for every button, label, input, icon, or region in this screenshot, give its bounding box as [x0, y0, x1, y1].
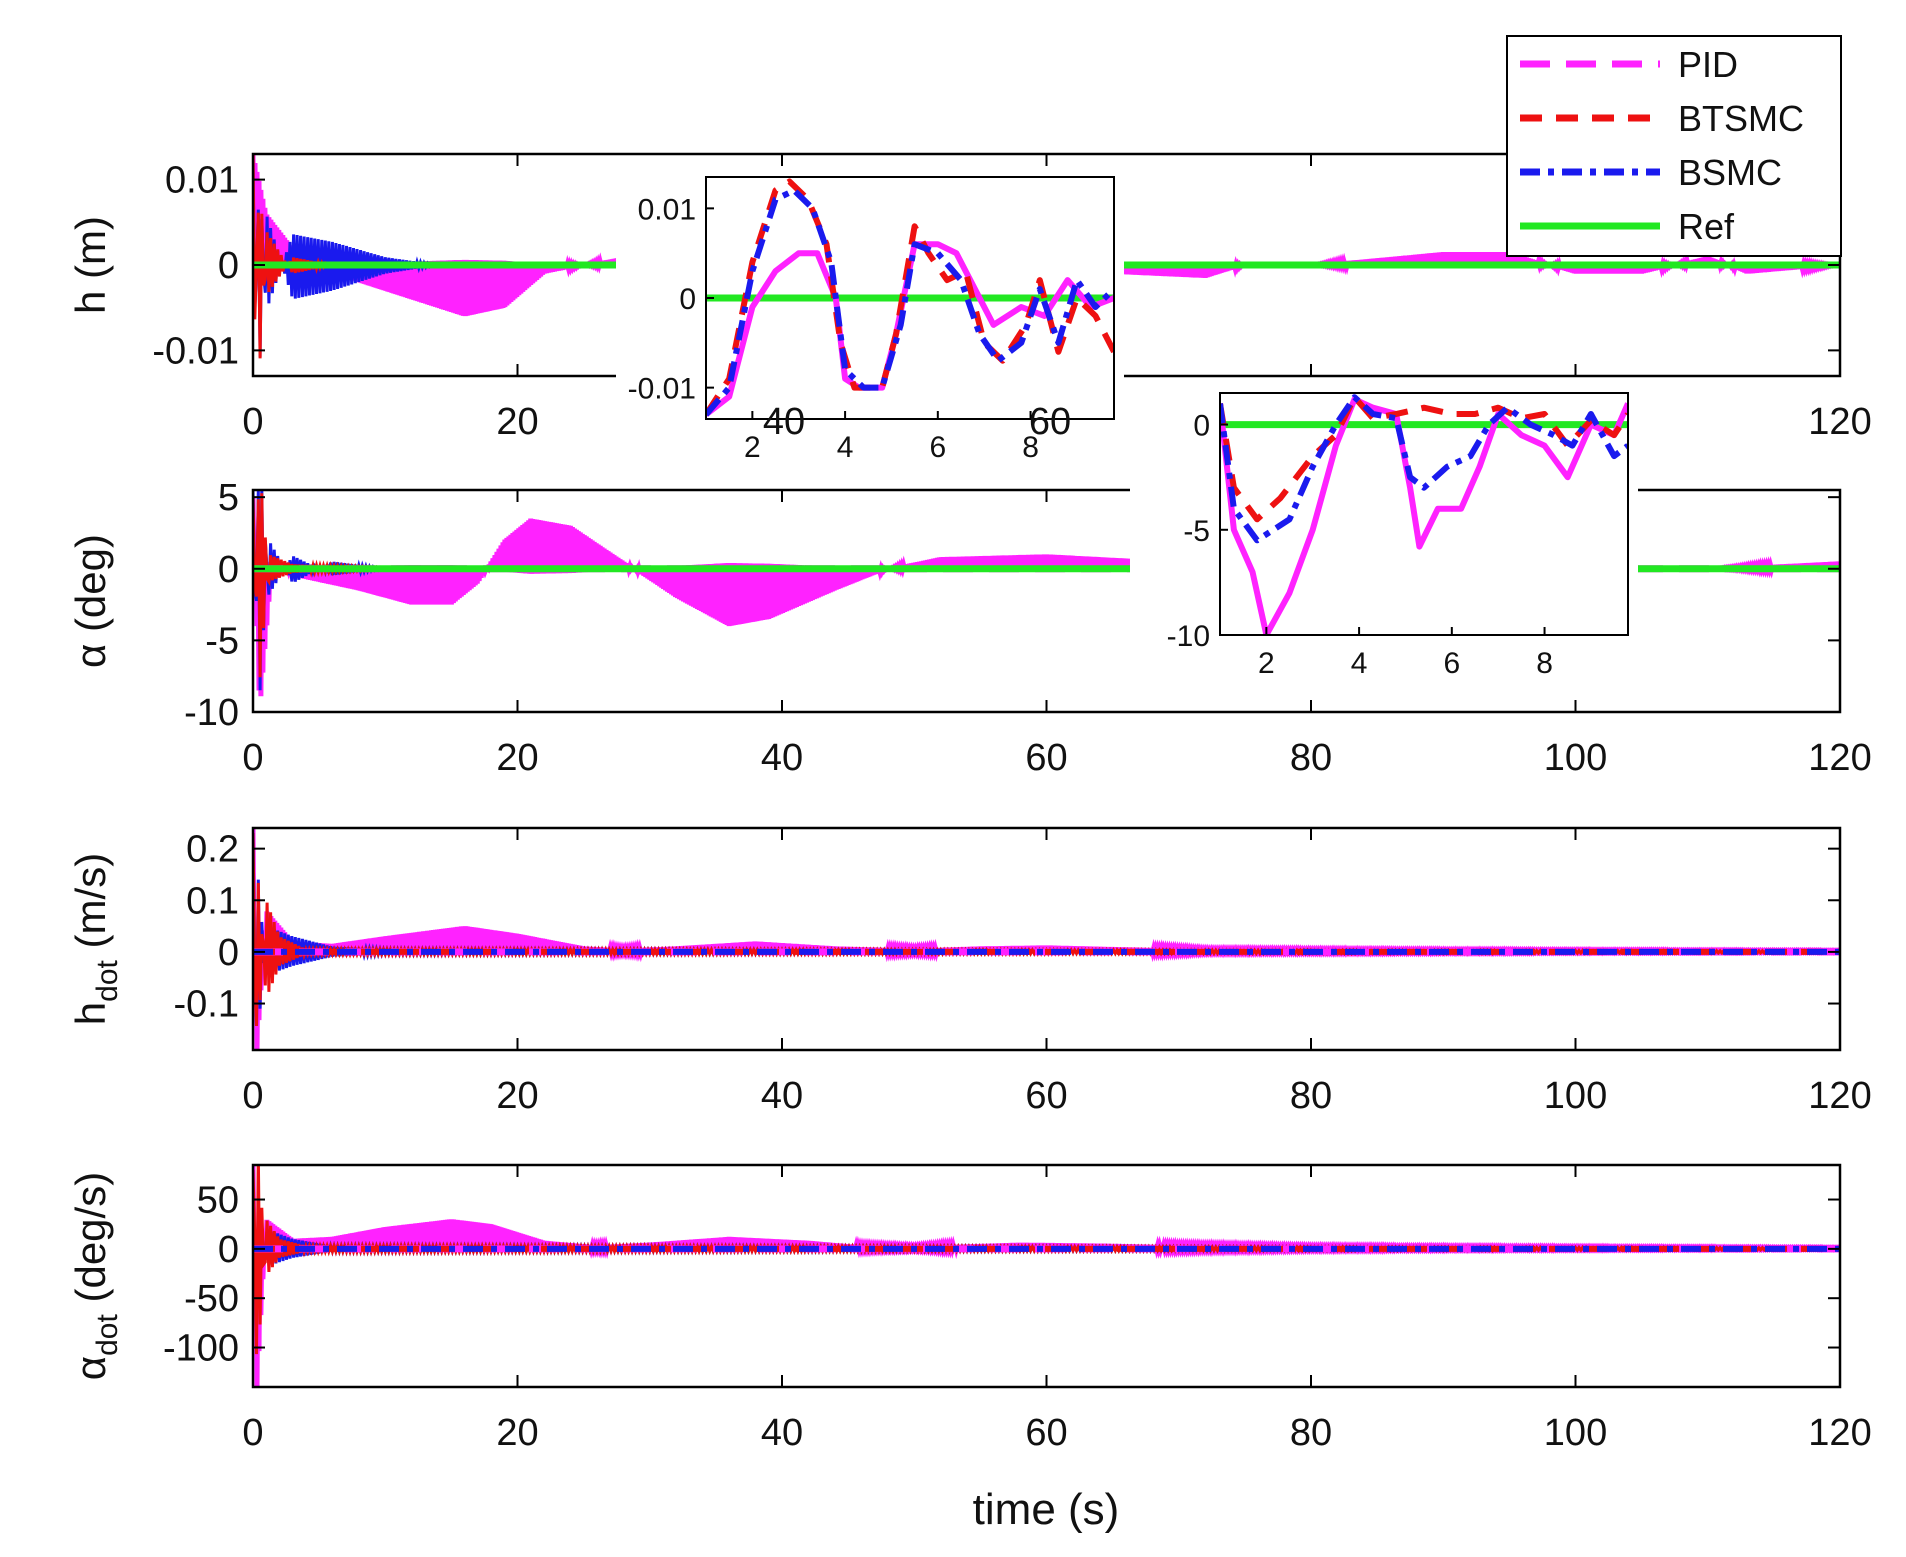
- overlay-tick-label: 60: [1029, 401, 1071, 443]
- inset-x-tick-label: 2: [1258, 647, 1275, 680]
- y-axis-label-text: h: [67, 1002, 114, 1025]
- y-axis-label-text: α: [67, 1356, 114, 1380]
- inset-y-tick-label: -0.01: [628, 373, 696, 406]
- x-tick-label: 20: [496, 1412, 538, 1454]
- y-axis-label-unit: (m/s): [67, 853, 114, 960]
- x-tick-label: 80: [1290, 1075, 1332, 1117]
- inset-series-pid: [1220, 396, 1628, 635]
- legend-box: [1506, 35, 1842, 257]
- inset-y-tick-label: 0: [1193, 410, 1210, 443]
- inset-series-bsmc: [1220, 394, 1628, 544]
- x-tick-label: 80: [1290, 1412, 1332, 1454]
- x-tick-label: 120: [1808, 1075, 1871, 1117]
- inset-y-tick-label: 0: [679, 283, 696, 316]
- x-tick-label: 80: [1290, 737, 1332, 779]
- inset-x-tick-label: 8: [1022, 431, 1039, 464]
- inset-series-btsmc: [1220, 394, 1628, 523]
- y-axis-label-unit: (deg/s): [67, 1172, 114, 1314]
- y-axis-label: αdot (deg/s): [67, 1172, 124, 1380]
- legend-label-bsmc: BSMC: [1678, 152, 1782, 193]
- y-tick-label: -0.01: [152, 330, 239, 372]
- subplot-4: 0 20 40 60 80 100 120 -100 -50 0 50 αdot (deg/s): [67, 1163, 1872, 1454]
- x-tick-label: 0: [242, 1412, 263, 1454]
- inset-y-tick-label: -5: [1183, 515, 1210, 548]
- x-tick-label: 40: [761, 1075, 803, 1117]
- y-tick-label: 0.01: [165, 160, 239, 202]
- inset-plot-area: [706, 178, 1114, 417]
- y-tick-label: 0: [218, 245, 239, 287]
- y-axis-label-text: α (deg): [67, 534, 114, 668]
- x-tick-label: 60: [1025, 1075, 1067, 1117]
- x-tick-label: 20: [496, 737, 538, 779]
- inset-y-tick-label: 0.01: [638, 193, 696, 226]
- y-axis-label-text: h (m): [67, 216, 114, 314]
- y-axis-label-subscript: dot: [91, 959, 124, 1001]
- inset-y-tick-label: -10: [1167, 620, 1210, 653]
- x-tick-label: 100: [1544, 1075, 1607, 1117]
- x-tick-label: 40: [761, 1412, 803, 1454]
- y-tick-label: 0: [218, 932, 239, 974]
- inset-plot-area: [1220, 394, 1628, 635]
- x-tick-label: 20: [496, 401, 538, 443]
- inset-x-tick-label: 2: [744, 431, 761, 464]
- y-axis-label: hdot (m/s): [67, 853, 124, 1025]
- overlay-tick-label: 40: [763, 401, 805, 443]
- x-tick-label: 0: [242, 1075, 263, 1117]
- y-tick-label: 0.2: [186, 829, 239, 871]
- inset-1: 2 4 6 8 -0.01 0 0.01: [616, 169, 1124, 473]
- y-axis-label: α (deg): [67, 534, 114, 668]
- legend-label-btsmc: BTSMC: [1678, 98, 1804, 139]
- x-tick-label: 20: [496, 1075, 538, 1117]
- inset-frame: [1219, 392, 1629, 636]
- x-axis-label: time (s): [973, 1485, 1120, 1534]
- x-tick-label: 100: [1544, 737, 1607, 779]
- y-tick-label: -5: [205, 620, 239, 662]
- y-tick-label: -50: [184, 1278, 239, 1320]
- insets: 2 4 6 8 -0.01 0 0.01 2 4 6 8 -10 -5 0 40 60: [616, 169, 1638, 689]
- x-tick-label: 120: [1808, 401, 1871, 443]
- inset-overlay-ticks: 40 60: [763, 401, 1071, 443]
- y-tick-label: 0: [218, 549, 239, 591]
- plot-area: [253, 828, 1840, 1050]
- y-tick-label: -100: [163, 1328, 239, 1370]
- y-tick-label: -10: [184, 692, 239, 734]
- y-axis-label: h (m): [67, 216, 114, 314]
- inset-series-btsmc: [706, 178, 1114, 417]
- subplot-2: 0 20 40 60 80 100 120 -10 -5 0 5 α (deg): [67, 477, 1872, 779]
- x-tick-label: 0: [242, 401, 263, 443]
- inset-x-tick-label: 6: [929, 431, 946, 464]
- legend-label-ref: Ref: [1678, 206, 1735, 247]
- inset-2: 2 4 6 8 -10 -5 0: [1130, 385, 1638, 689]
- x-tick-label: 60: [1025, 1412, 1067, 1454]
- x-tick-label: 0: [242, 737, 263, 779]
- legend-label-pid: PID: [1678, 44, 1738, 85]
- inset-background: [616, 169, 1124, 473]
- y-tick-label: 0: [218, 1229, 239, 1271]
- y-tick-label: 50: [197, 1180, 239, 1222]
- y-tick-label: -0.1: [174, 984, 239, 1026]
- plot-area: [253, 1165, 1840, 1387]
- x-tick-label: 60: [1025, 737, 1067, 779]
- x-tick-label: 100: [1544, 1412, 1607, 1454]
- x-tick-label: 120: [1808, 1412, 1871, 1454]
- inset-series-bsmc: [706, 187, 1114, 417]
- y-tick-label: 0.1: [186, 880, 239, 922]
- inset-x-tick-label: 8: [1536, 647, 1553, 680]
- y-axis-label-subscript: dot: [91, 1314, 124, 1356]
- y-tick-label: 5: [218, 477, 239, 519]
- inset-x-tick-label: 6: [1443, 647, 1460, 680]
- x-tick-label: 120: [1808, 737, 1871, 779]
- inset-x-tick-label: 4: [1351, 647, 1368, 680]
- legend: PID BTSMC BSMC Ref: [1506, 35, 1842, 257]
- inset-x-tick-label: 4: [837, 431, 854, 464]
- subplot-3: 0 20 40 60 80 100 120 -0.1 0 0.1 0.2 hdot (m/s): [67, 826, 1872, 1117]
- x-tick-label: 40: [761, 737, 803, 779]
